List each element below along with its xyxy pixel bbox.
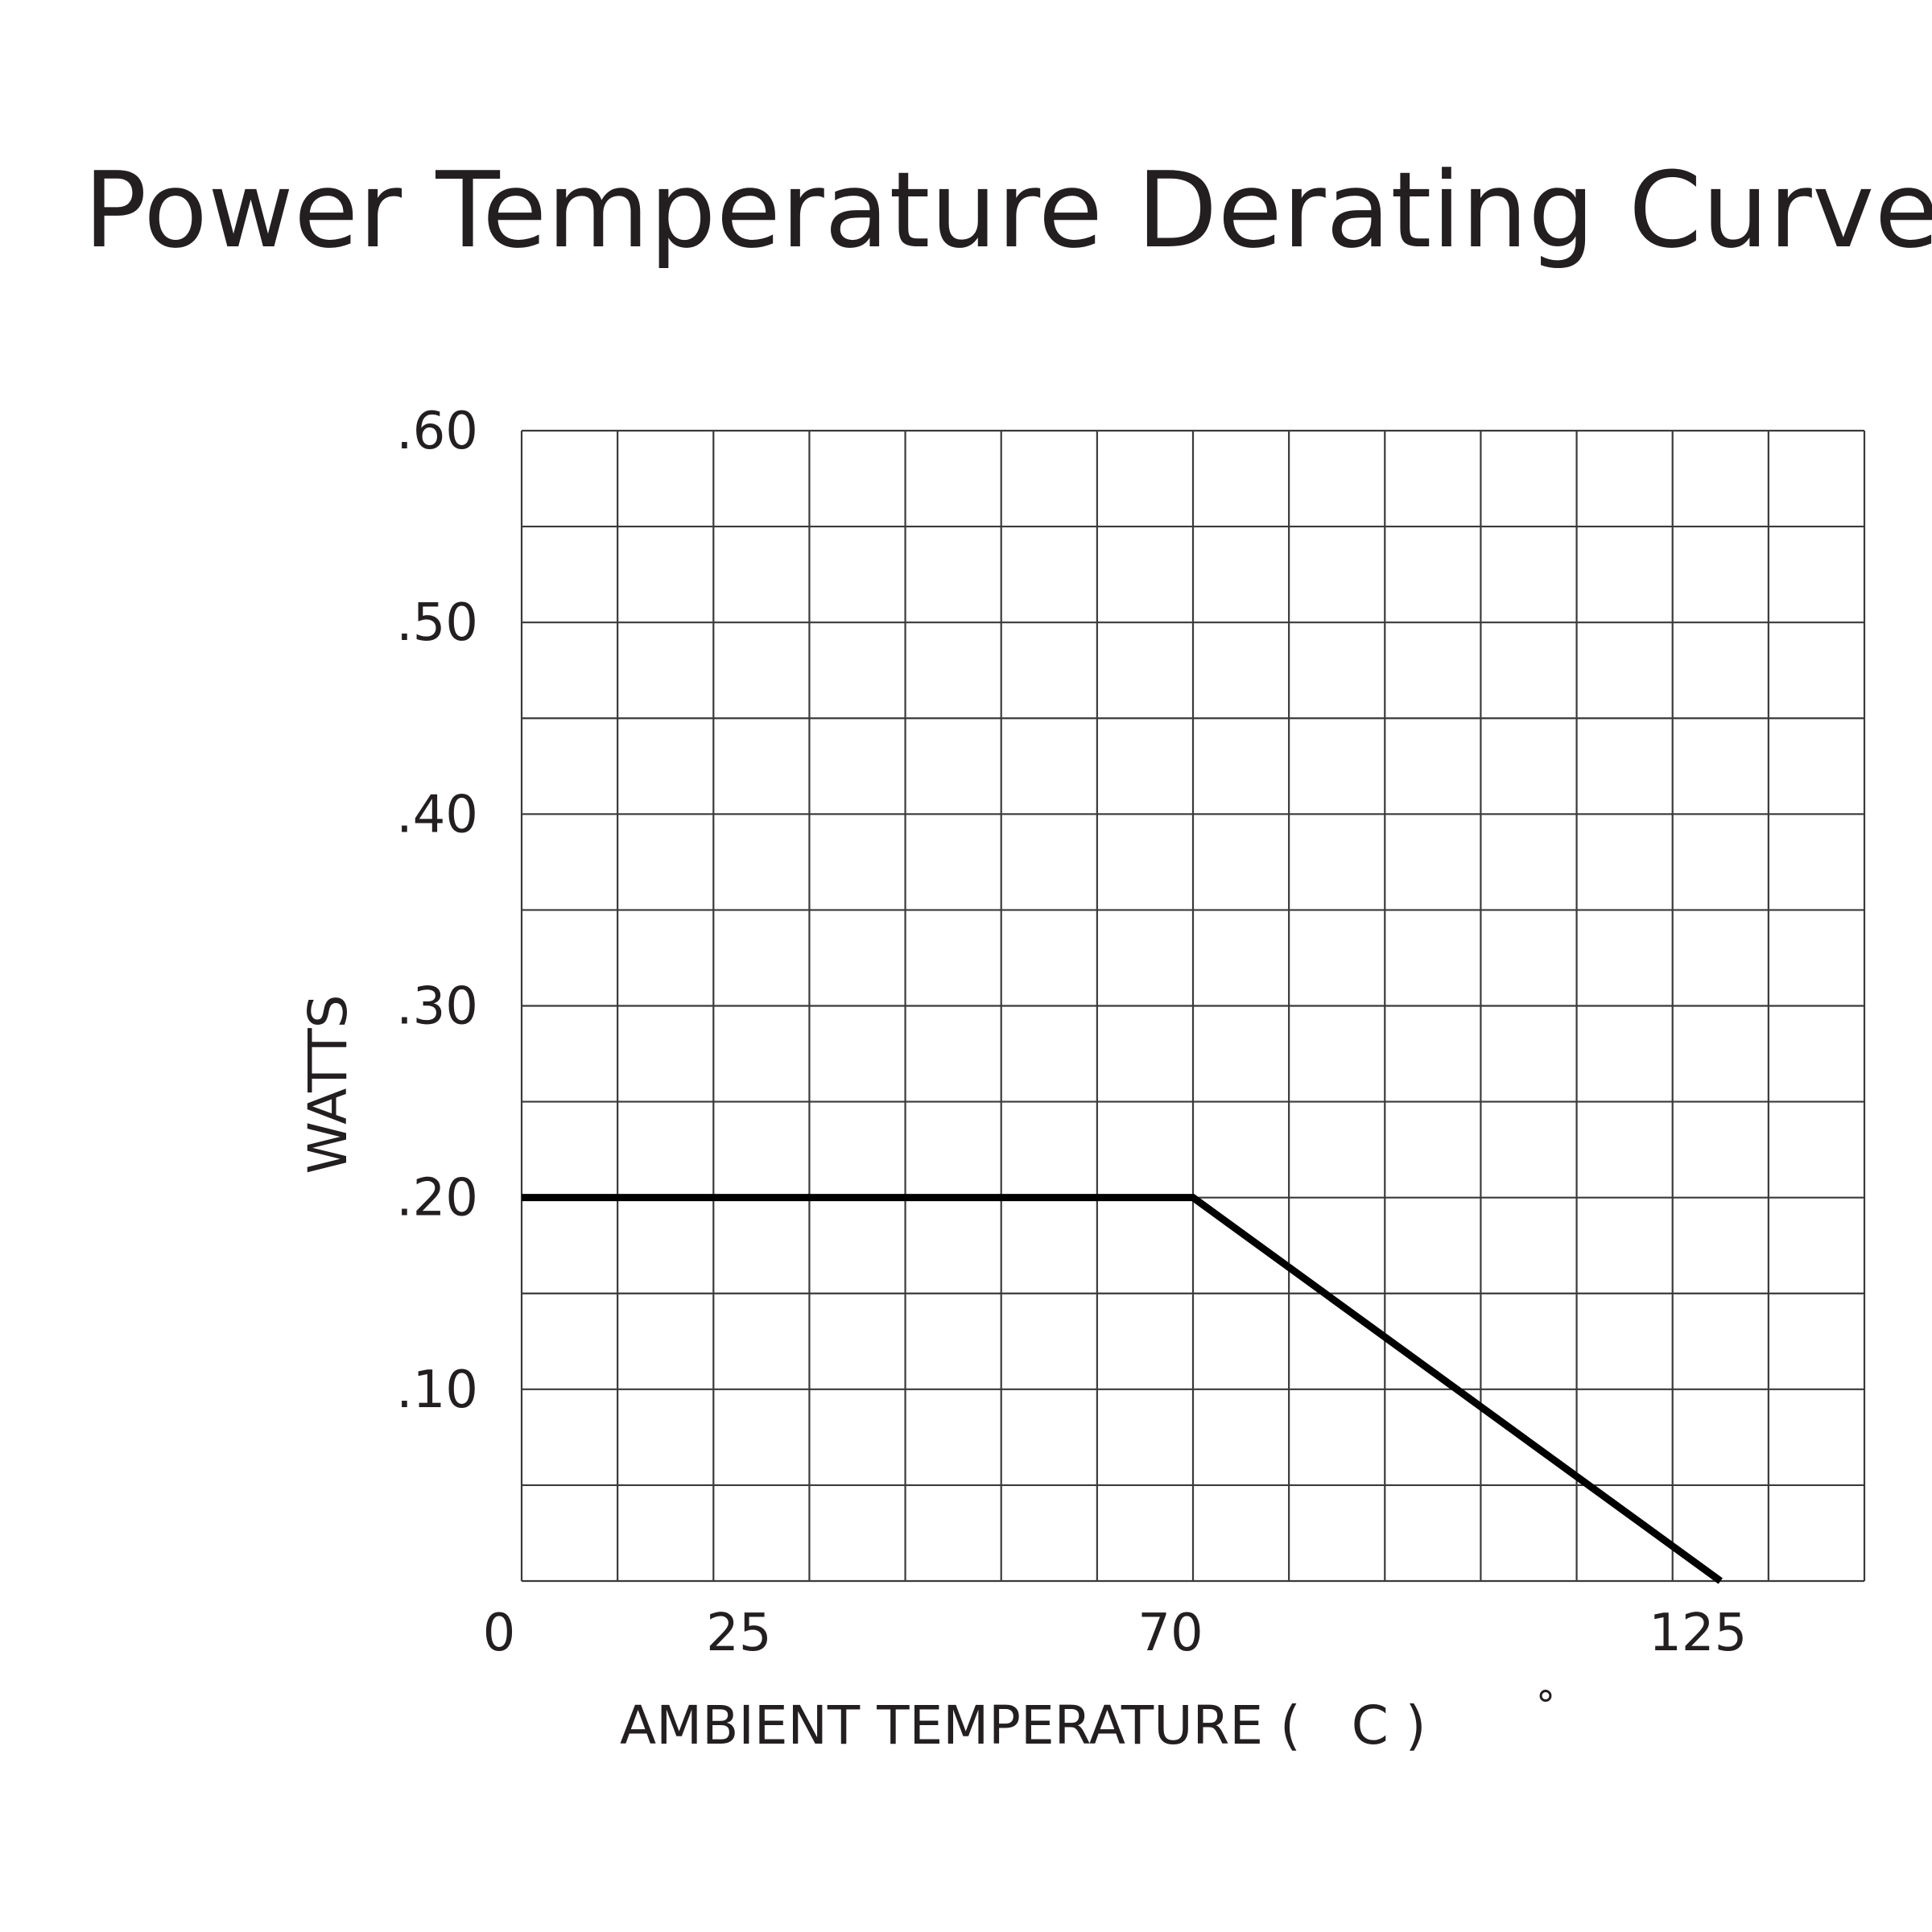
- x-tick-label: 25: [706, 1604, 771, 1663]
- y-tick-label: .50: [396, 593, 478, 653]
- chart-series: [522, 1194, 1723, 1584]
- x-axis-label: AMBIENT TEMPERATURE ( C ): [620, 1695, 1426, 1757]
- x-tick-label: 0: [483, 1604, 516, 1663]
- y-tick-label: .20: [396, 1169, 478, 1228]
- x-tick-label: 125: [1649, 1604, 1747, 1663]
- x-tick-labels: 0 25 70 125: [483, 1604, 1748, 1663]
- chart-title: Power Temperature Derating Curve: [84, 149, 1932, 271]
- y-tick-label: .40: [396, 785, 478, 844]
- chart-grid: [520, 429, 1866, 1583]
- degree-symbol: °: [1536, 1683, 1555, 1728]
- x-tick-label: 70: [1137, 1604, 1203, 1663]
- derating-curve-line: [522, 1194, 1723, 1584]
- y-tick-labels: .10 .20 .30 .40 .50 .60: [396, 402, 478, 1420]
- y-tick-label: .60: [396, 402, 478, 461]
- y-tick-label: .30: [396, 977, 478, 1037]
- y-axis-label: WATTS: [297, 994, 359, 1174]
- y-tick-label: .10: [396, 1360, 478, 1420]
